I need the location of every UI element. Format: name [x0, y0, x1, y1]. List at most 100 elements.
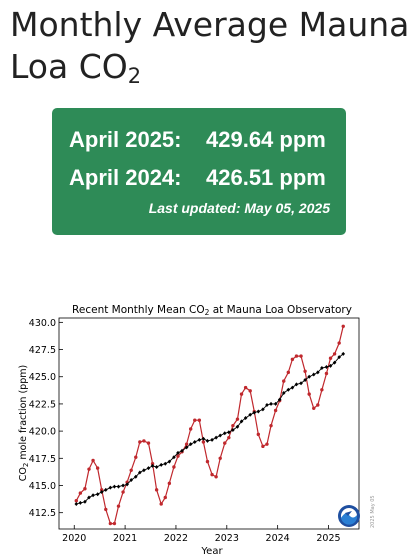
data-point: [138, 470, 142, 475]
series-layer: [74, 324, 346, 526]
x-tick-label: 2020: [62, 533, 86, 544]
data-point: [129, 478, 134, 483]
x-tick-label: 2024: [266, 533, 290, 544]
data-point: [303, 369, 307, 373]
data-point: [320, 366, 324, 371]
data-point: [290, 385, 295, 390]
data-point: [328, 363, 333, 368]
data-point: [269, 423, 273, 428]
x-tick-label: 2021: [113, 533, 137, 544]
data-point: [104, 507, 108, 512]
data-point: [341, 351, 346, 356]
date-watermark: 2025 May 05: [370, 495, 376, 528]
data-point: [205, 438, 210, 443]
data-point: [286, 370, 291, 375]
data-point: [214, 435, 218, 440]
data-point: [324, 364, 329, 369]
data-point: [95, 466, 100, 470]
data-point: [248, 389, 252, 393]
data-point: [163, 495, 167, 500]
page-title: Monthly Average Mauna Loa CO2: [10, 5, 410, 88]
data-point: [324, 371, 329, 376]
data-point: [201, 436, 206, 441]
data-point: [150, 462, 155, 466]
plot-frame: [58, 317, 360, 530]
previous-year-value: 426.51 ppm: [206, 165, 326, 190]
data-point: [112, 484, 117, 489]
data-point: [205, 459, 210, 464]
y-tick-label: 422.5: [29, 399, 56, 410]
data-point: [231, 428, 235, 433]
data-point: [223, 441, 227, 445]
y-axis: 412.5 415.0 417.5 420.0 422.5 425.0 427.5 430.0: [29, 318, 63, 519]
data-point: [74, 501, 79, 506]
x-axis-label: Year: [200, 546, 223, 557]
data-point: [176, 454, 180, 458]
chart-title: Recent Monthly Mean CO2 at Mauna Loa Obs…: [72, 304, 352, 317]
data-point: [134, 455, 138, 459]
data-point: [197, 418, 202, 422]
y-tick-label: 427.5: [29, 345, 56, 356]
data-point: [277, 397, 282, 402]
data-point: [121, 490, 125, 494]
data-point: [116, 504, 121, 508]
data-point: [87, 495, 91, 500]
data-point: [312, 406, 316, 410]
current-month-value: 429.64 ppm: [206, 127, 326, 152]
data-point: [201, 440, 206, 444]
data-point: [294, 382, 299, 387]
data-point: [146, 466, 151, 471]
data-point: [176, 450, 180, 455]
data-point: [103, 487, 108, 492]
co2-summary-box: April 2025: 429.64 ppm April 2024: 426.5…: [52, 108, 346, 235]
data-point: [316, 370, 320, 375]
data-point: [210, 472, 214, 477]
seasonally-corrected-series: [74, 351, 346, 506]
y-tick-label: 420.0: [29, 427, 56, 438]
data-point: [265, 403, 269, 408]
data-point: [320, 388, 324, 392]
data-point: [273, 408, 278, 413]
data-point: [218, 433, 222, 438]
y-tick-label: 412.5: [29, 508, 56, 519]
data-point: [188, 427, 193, 431]
data-point: [125, 482, 129, 487]
data-point: [222, 431, 227, 436]
data-point: [108, 485, 113, 490]
data-point: [184, 442, 189, 446]
data-point: [192, 439, 197, 444]
data-point: [218, 456, 222, 461]
data-point: [154, 488, 159, 492]
data-point: [311, 372, 316, 377]
data-point: [227, 430, 231, 435]
data-point: [239, 392, 244, 396]
data-point: [116, 484, 121, 489]
last-updated-text: Last updated: May 05, 2025: [148, 200, 330, 216]
data-point: [316, 403, 320, 407]
data-point: [197, 437, 202, 442]
data-point: [252, 410, 257, 415]
data-point: [235, 417, 240, 421]
data-point: [180, 448, 184, 453]
data-point: [146, 441, 151, 445]
data-point: [265, 442, 269, 446]
data-point: [99, 490, 104, 495]
data-point: [112, 521, 117, 526]
y-tick-label: 425.0: [29, 372, 56, 383]
data-point: [243, 416, 248, 421]
data-point: [142, 468, 146, 473]
series-line: [75, 326, 344, 525]
data-point: [332, 360, 337, 365]
data-point: [307, 392, 311, 396]
data-point: [78, 491, 83, 495]
data-point: [231, 423, 235, 428]
previous-year-label: April 2024:: [69, 165, 182, 190]
data-point: [299, 354, 303, 358]
data-point: [256, 409, 261, 414]
x-tick-label: 2025: [316, 533, 340, 544]
data-point: [83, 499, 87, 504]
data-point: [167, 459, 172, 464]
data-point: [269, 401, 273, 406]
data-point: [138, 440, 142, 444]
data-point: [243, 385, 248, 390]
